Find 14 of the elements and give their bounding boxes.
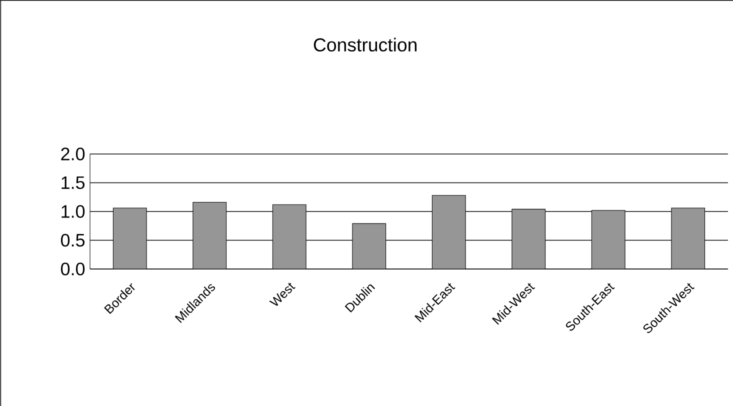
y-tick-label: 2.0: [61, 148, 85, 160]
bar: [432, 195, 466, 269]
bar: [671, 208, 706, 269]
bar: [113, 208, 147, 269]
bar: [352, 224, 386, 269]
y-tick-label: 1.0: [62, 205, 85, 218]
y-tick-label: 0.5: [60, 234, 85, 247]
y-tick-label: 1.5: [62, 176, 85, 190]
bar: [272, 204, 306, 269]
bar: [512, 209, 546, 269]
bar: [192, 202, 226, 269]
y-tick-label: 0.0: [60, 262, 85, 276]
chart-title: Construction: [314, 38, 417, 52]
bar: [592, 210, 626, 269]
